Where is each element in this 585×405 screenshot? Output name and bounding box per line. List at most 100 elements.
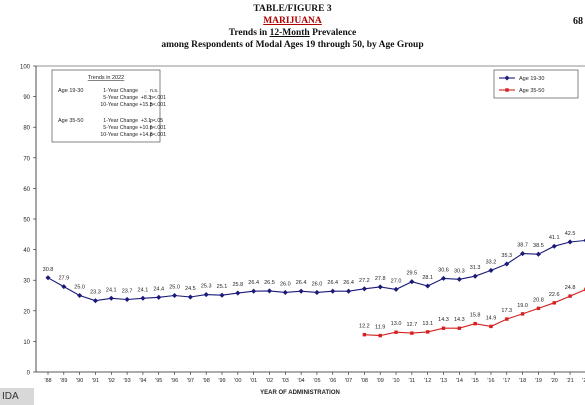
data-point <box>378 333 382 338</box>
data-point <box>536 306 541 311</box>
x-tick-label: '89 <box>60 378 67 384</box>
data-label: 24.1 <box>138 287 149 293</box>
data-label: 26.4 <box>343 280 354 286</box>
data-label: 13.1 <box>422 321 433 327</box>
trends-change-value: +15.5 <box>139 102 152 108</box>
data-point <box>45 275 51 281</box>
data-point <box>473 321 477 326</box>
data-label: 31.3 <box>470 265 481 271</box>
table-figure-heading: TABLE/FIGURE 3 <box>253 4 332 14</box>
data-label: 17.3 <box>501 308 512 314</box>
data-label: 33.2 <box>486 259 497 265</box>
x-tick-label: '01 <box>250 378 257 384</box>
legend-label: Age 19-30 <box>519 76 544 82</box>
data-label: 24.1 <box>106 287 117 293</box>
data-label: 25.0 <box>74 285 85 291</box>
data-point <box>346 288 352 294</box>
data-label: 15.8 <box>470 313 481 319</box>
data-point <box>124 296 130 303</box>
x-tick-label: '09 <box>377 378 384 384</box>
data-label: 13.0 <box>391 321 402 327</box>
data-label: 26.0 <box>280 281 291 287</box>
data-label: 11.9 <box>375 325 385 331</box>
data-point <box>219 292 225 298</box>
drug-name-heading: MARIJUANA <box>263 16 322 26</box>
data-point <box>266 288 273 294</box>
data-label: 25.1 <box>217 284 228 290</box>
title-underlined: 12-Month <box>269 28 310 38</box>
trends-change-significance: p<.001 <box>150 132 166 138</box>
data-label: 27.2 <box>359 278 370 284</box>
data-point <box>551 243 557 249</box>
data-label: 23.7 <box>122 288 133 294</box>
x-tick-label: '98 <box>203 378 210 384</box>
data-label: 30.3 <box>454 268 465 274</box>
data-label: 35.3 <box>501 253 512 259</box>
data-point <box>361 286 367 292</box>
x-tick-label: '00 <box>234 378 241 384</box>
x-tick-label: '19 <box>535 378 542 384</box>
data-label: 28.1 <box>422 275 433 281</box>
y-tick-label: 100 <box>20 65 31 71</box>
x-tick-label: '18 <box>519 378 526 384</box>
trends-change-significance: p<.001 <box>150 102 166 108</box>
x-tick-label: '92 <box>108 378 115 384</box>
trends-change-value: +8.3 <box>141 95 151 101</box>
trends-change-value: . <box>145 88 146 94</box>
data-label: 27.9 <box>58 276 69 282</box>
data-point <box>457 326 462 330</box>
trends-change-value: +14.8 <box>139 132 152 138</box>
trends-change-name: 1-Year Change <box>103 118 138 124</box>
data-label: 25.0 <box>169 285 180 291</box>
x-tick-label: '21 <box>566 378 573 384</box>
y-tick-label: 10 <box>23 340 30 346</box>
data-point <box>108 295 114 301</box>
y-tick-label: 0 <box>27 371 31 377</box>
x-tick-label: '10 <box>392 378 399 384</box>
data-point <box>535 251 541 257</box>
data-label: 12.7 <box>407 322 418 328</box>
x-tick-label: '04 <box>298 378 305 384</box>
y-tick-label: 20 <box>23 309 30 315</box>
data-point <box>394 330 398 334</box>
data-point <box>251 288 257 294</box>
x-tick-label: '07 <box>345 378 352 384</box>
data-point <box>505 317 509 321</box>
data-label: 24.5 <box>185 286 196 292</box>
data-point <box>282 289 288 295</box>
data-point <box>410 331 414 335</box>
trends-change-significance: p<.001 <box>150 125 166 131</box>
x-tick-label: '99 <box>218 378 225 384</box>
x-tick-label: '20 <box>551 378 558 384</box>
data-point <box>456 276 462 282</box>
data-point <box>520 312 525 316</box>
data-point <box>172 292 178 299</box>
data-label: 42.5 <box>565 231 576 237</box>
data-label: 14.3 <box>454 317 465 323</box>
trends-group-label: Age 19-30 <box>58 88 83 94</box>
x-tick-label: '97 <box>187 378 194 384</box>
data-point <box>187 294 193 300</box>
data-label: 30.8 <box>43 267 54 273</box>
x-tick-label: '16 <box>487 378 494 384</box>
data-point <box>314 289 320 295</box>
data-point <box>203 292 209 298</box>
trends-change-value: +3.1 <box>141 118 151 124</box>
data-label: 29.5 <box>407 271 418 277</box>
data-label: 22.6 <box>549 292 560 298</box>
data-label: 27.0 <box>391 278 402 284</box>
x-tick-label: '94 <box>139 378 146 384</box>
data-label: 26.4 <box>327 280 338 286</box>
x-tick-label: '14 <box>456 378 463 384</box>
data-label: 19.0 <box>517 303 528 309</box>
data-point <box>441 326 446 330</box>
data-point <box>425 283 431 289</box>
x-axis-title: YEAR OF ADMINISTRATION <box>260 390 340 396</box>
y-tick-label: 70 <box>23 156 30 162</box>
trends-change-name: 5-Year Change <box>103 125 138 131</box>
data-point <box>409 279 415 285</box>
title-suffix: Prevalence <box>309 28 357 38</box>
y-tick-label: 90 <box>23 95 30 101</box>
x-tick-label: '03 <box>282 378 289 384</box>
